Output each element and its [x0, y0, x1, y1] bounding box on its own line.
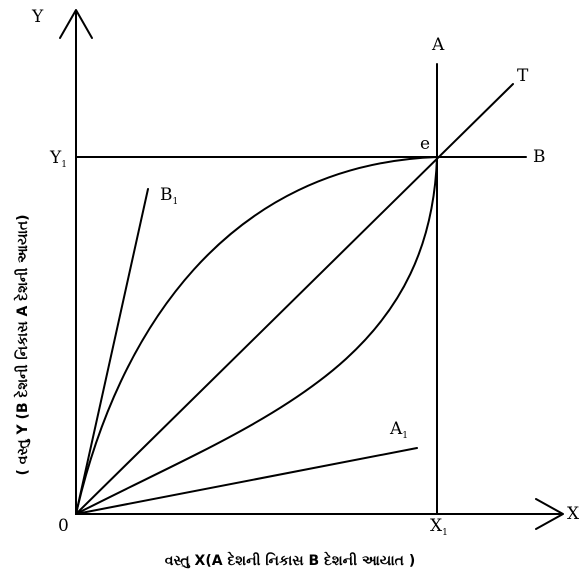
x-axis-arrowhead: [535, 498, 564, 530]
y1-label-sub: 1: [61, 160, 67, 170]
ray-b1-label-sub: 1: [173, 197, 179, 207]
ray-a1-label-sub: 1: [402, 431, 408, 441]
x-axis-caption: વસ્તુ X(A દેશની નિકાસ B દેશની આયાત ): [165, 550, 416, 569]
x-axis-label: X: [567, 504, 580, 524]
y1-label-main: Y: [49, 148, 62, 168]
ray-a1-label-main: A: [389, 419, 403, 439]
ray-b1-label-main: B: [160, 185, 173, 205]
y1-label: Y1: [49, 148, 67, 170]
line-t: [75, 83, 514, 515]
lower-offer-curve: [75, 156, 438, 515]
ray-b1: [75, 188, 149, 515]
y-axis-arrowhead: [59, 9, 93, 39]
ray-a1-label: A1: [389, 419, 408, 441]
y-axis-label: Y: [31, 7, 44, 27]
x1-label: X1: [430, 516, 448, 538]
line-b-label: B: [533, 147, 546, 167]
line-a-label: A: [431, 35, 445, 55]
origin-label: 0: [58, 516, 69, 536]
line-t-label: T: [517, 66, 529, 86]
upper-offer-curve: [75, 156, 438, 515]
ray-a1: [75, 447, 418, 515]
y-axis-caption: ( વસ્તુ Y (B દેશની નિકાસ A દેશની આયાત): [12, 214, 31, 475]
ray-b1-label: B1: [160, 185, 178, 207]
equilibrium-point-label: e: [420, 134, 430, 154]
x1-label-main: X: [430, 516, 443, 536]
x1-label-sub: 1: [442, 528, 448, 538]
